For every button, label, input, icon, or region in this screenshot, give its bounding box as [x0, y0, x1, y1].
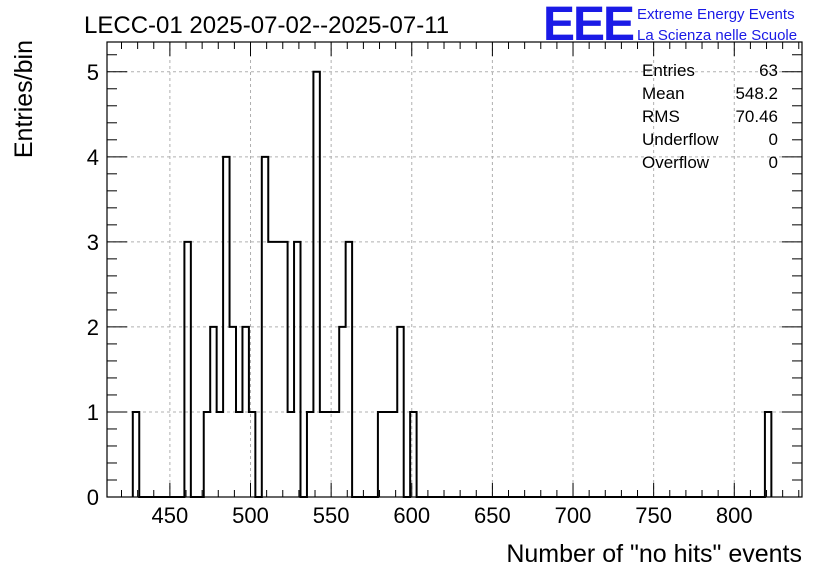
histogram-bin	[236, 412, 242, 497]
plot-frame	[106, 41, 803, 498]
brand-line-1: Extreme Energy Events	[637, 6, 795, 23]
histogram-bin	[217, 412, 223, 497]
stats-label: Entries	[642, 61, 695, 80]
stats-label: RMS	[642, 107, 680, 126]
y-tick-label: 4	[87, 145, 99, 170]
axis-ticks	[107, 42, 802, 498]
histogram-bin	[391, 412, 397, 497]
x-tick-label: 700	[555, 503, 592, 528]
stats-value: 0	[769, 130, 778, 149]
y-axis-label: Entries/bin	[10, 40, 38, 158]
stats-label: Overflow	[642, 153, 710, 172]
y-tick-label: 2	[87, 315, 99, 340]
histogram-bin	[452, 412, 458, 497]
stats-label: Mean	[642, 84, 685, 103]
x-tick-label: 600	[393, 503, 430, 528]
histogram-bin	[562, 412, 568, 497]
tick-labels: 450 500 550 600 650 700 750 800 0 1 2 3 4 5	[87, 60, 753, 528]
y-tick-label: 3	[87, 230, 99, 255]
histogram-bin	[529, 412, 535, 497]
x-tick-label: 450	[152, 503, 189, 528]
chart-title: LECC-01 2025-07-02--2025-07-11	[84, 12, 449, 39]
stats-label: Underflow	[642, 130, 719, 149]
histogram-outline	[131, 70, 773, 498]
histogram-bin	[471, 412, 477, 497]
histogram-bin	[459, 412, 465, 497]
y-tick-label: 0	[87, 485, 99, 510]
histogram-bin	[326, 412, 332, 497]
brand-line-2: La Scienza nelle Scuole	[637, 27, 797, 44]
x-axis-label: Number of "no hits" events	[506, 540, 802, 568]
histogram-bin	[523, 412, 529, 497]
grid-lines	[107, 42, 802, 497]
histogram-bin	[384, 412, 390, 497]
y-tick-label: 1	[87, 400, 99, 425]
histogram-bin	[439, 412, 445, 497]
histogram-bin	[320, 412, 326, 497]
y-tick-label: 5	[87, 60, 99, 85]
x-tick-label: 750	[635, 503, 672, 528]
histogram-bin	[555, 412, 561, 497]
x-tick-label: 650	[474, 503, 511, 528]
histogram-bin	[333, 412, 339, 497]
stats-box: Entries 63 Mean 548.2 RMS 70.46 Underflow 0 Over…	[642, 61, 778, 172]
stats-value: 63	[759, 61, 778, 80]
stats-value: 0	[769, 153, 778, 172]
histogram-bin	[478, 412, 484, 497]
stats-value: 548.2	[735, 84, 778, 103]
histogram-bin	[275, 242, 281, 497]
stats-value: 70.46	[735, 107, 778, 126]
x-tick-label: 550	[313, 503, 350, 528]
histogram-bin	[491, 412, 497, 497]
histogram-bin	[288, 412, 294, 497]
histogram-bin	[268, 242, 274, 497]
histogram-bars	[131, 70, 773, 498]
eee-logo-text: EEE	[543, 0, 634, 51]
x-tick-label: 800	[716, 503, 753, 528]
x-tick-label: 500	[232, 503, 269, 528]
eee-logo: EEE Extreme Energy Events La Scienza nel…	[543, 0, 797, 51]
